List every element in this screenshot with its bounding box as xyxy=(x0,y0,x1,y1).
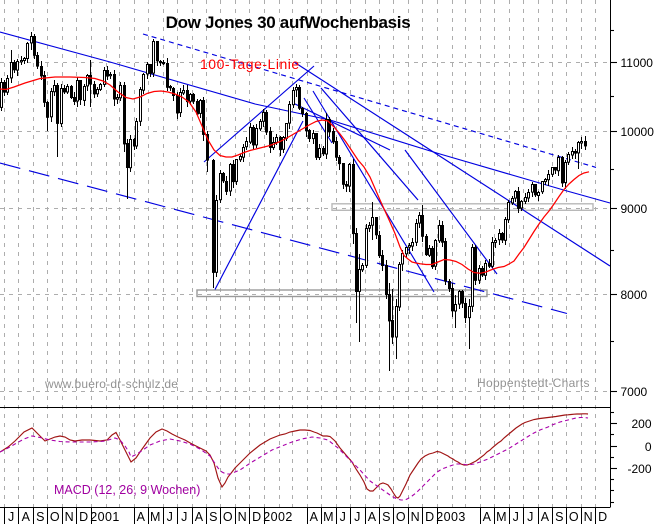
svg-text:J: J xyxy=(354,510,360,524)
svg-text:J: J xyxy=(167,510,173,524)
svg-text:M: M xyxy=(323,510,333,524)
svg-text:J: J xyxy=(8,510,14,524)
svg-text:200: 200 xyxy=(631,417,651,431)
svg-text:2003: 2003 xyxy=(436,510,465,524)
svg-text:Dow Jones 30 aufWochenbasis: Dow Jones 30 aufWochenbasis xyxy=(166,13,411,32)
svg-text:100-Tage-Linie: 100-Tage-Linie xyxy=(200,56,300,72)
svg-text:0: 0 xyxy=(645,440,652,454)
svg-text:J: J xyxy=(513,510,519,524)
svg-text:MACD (12, 26, 9 Wochen): MACD (12, 26, 9 Wochen) xyxy=(54,483,200,497)
svg-text:A: A xyxy=(195,510,204,524)
svg-text:O: O xyxy=(223,510,233,524)
svg-text:S: S xyxy=(36,510,44,524)
svg-text:9000: 9000 xyxy=(621,202,648,216)
svg-text:M: M xyxy=(496,510,506,524)
svg-text:7000: 7000 xyxy=(621,385,648,399)
svg-text:10000: 10000 xyxy=(621,125,655,139)
svg-text:8000: 8000 xyxy=(621,288,648,302)
svg-text:2001: 2001 xyxy=(90,510,119,524)
svg-text:J: J xyxy=(340,510,346,524)
svg-text:www.buero-dr-schulz.de: www.buero-dr-schulz.de xyxy=(44,377,178,391)
svg-text:D: D xyxy=(252,510,261,524)
svg-text:A: A xyxy=(541,510,550,524)
svg-text:J: J xyxy=(527,510,533,524)
svg-text:11000: 11000 xyxy=(621,56,654,70)
svg-text:2002: 2002 xyxy=(263,510,292,524)
svg-text:A: A xyxy=(483,510,492,524)
svg-text:O: O xyxy=(50,510,60,524)
svg-text:D: D xyxy=(425,510,434,524)
svg-text:N: N xyxy=(238,510,247,524)
svg-text:D: D xyxy=(598,510,607,524)
svg-text:J: J xyxy=(181,510,187,524)
svg-text:O: O xyxy=(569,510,579,524)
svg-text:-200: -200 xyxy=(627,462,651,476)
svg-text:N: N xyxy=(65,510,74,524)
svg-text:M: M xyxy=(150,510,160,524)
svg-text:A: A xyxy=(22,510,31,524)
svg-text:A: A xyxy=(310,510,319,524)
svg-text:D: D xyxy=(79,510,88,524)
svg-text:S: S xyxy=(209,510,217,524)
svg-text:A: A xyxy=(368,510,377,524)
svg-text:N: N xyxy=(584,510,593,524)
svg-text:N: N xyxy=(411,510,420,524)
svg-text:A: A xyxy=(137,510,146,524)
svg-text:O: O xyxy=(396,510,406,524)
svg-text:Hoppenstedt-Charts: Hoppenstedt-Charts xyxy=(477,376,590,390)
svg-text:S: S xyxy=(382,510,390,524)
svg-text:S: S xyxy=(555,510,563,524)
